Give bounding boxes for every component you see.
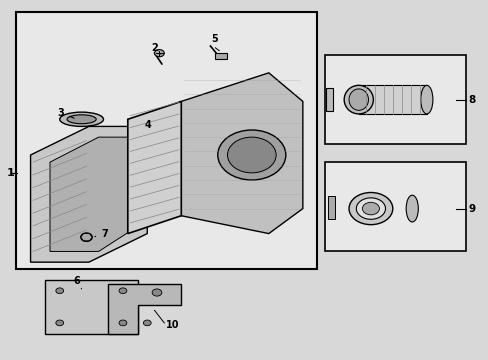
Text: 5: 5 — [211, 34, 218, 44]
Bar — [324, 55, 465, 144]
Circle shape — [56, 288, 63, 294]
Ellipse shape — [356, 198, 385, 219]
Bar — [215, 53, 227, 59]
Ellipse shape — [420, 85, 432, 114]
Polygon shape — [50, 137, 137, 251]
Circle shape — [227, 137, 276, 173]
Ellipse shape — [344, 85, 372, 114]
Ellipse shape — [348, 193, 392, 225]
Polygon shape — [181, 73, 302, 234]
Circle shape — [154, 50, 164, 57]
Text: 3: 3 — [57, 108, 74, 118]
Ellipse shape — [67, 115, 96, 124]
Bar — [327, 196, 335, 219]
Ellipse shape — [60, 112, 103, 126]
Text: 7: 7 — [95, 229, 107, 239]
Circle shape — [119, 288, 126, 294]
Text: 10: 10 — [165, 320, 179, 329]
Polygon shape — [127, 102, 181, 234]
Polygon shape — [30, 126, 147, 262]
Circle shape — [56, 320, 63, 326]
Circle shape — [152, 289, 162, 296]
Bar — [358, 85, 426, 114]
Bar — [324, 162, 465, 251]
Text: 4: 4 — [144, 120, 151, 130]
Bar — [325, 88, 333, 111]
Text: 9: 9 — [467, 203, 474, 213]
Text: 1: 1 — [6, 168, 14, 178]
Polygon shape — [45, 280, 137, 334]
Circle shape — [119, 320, 126, 326]
Text: 2: 2 — [151, 43, 161, 54]
Circle shape — [81, 233, 92, 242]
Text: 6: 6 — [73, 276, 81, 289]
Bar — [16, 12, 317, 269]
Ellipse shape — [406, 195, 417, 222]
Circle shape — [217, 130, 285, 180]
Text: 8: 8 — [467, 95, 474, 105]
Ellipse shape — [362, 202, 379, 215]
Polygon shape — [108, 284, 181, 334]
Ellipse shape — [348, 89, 368, 111]
Circle shape — [143, 320, 151, 326]
